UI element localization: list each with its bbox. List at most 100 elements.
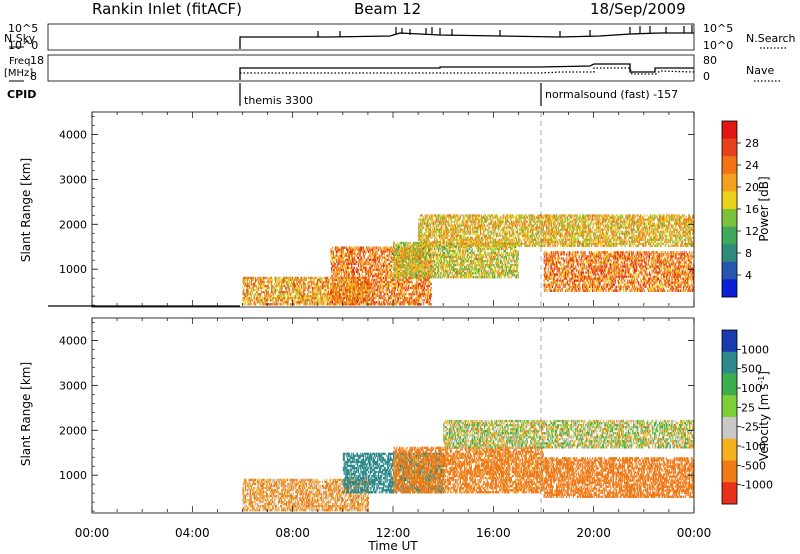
power-cell: [477, 264, 478, 266]
power-cell: [411, 260, 412, 262]
power-cell: [262, 287, 263, 289]
power-cell: [414, 260, 415, 262]
power-cell: [328, 287, 329, 289]
power-cell: [441, 260, 442, 262]
power-cell: [337, 275, 338, 277]
power-cell: [447, 248, 448, 250]
power-cell: [396, 244, 397, 246]
power-cell: [415, 264, 416, 266]
power-cell: [458, 256, 459, 258]
power-cell: [462, 276, 463, 278]
power-cell: [335, 275, 336, 277]
power-cell: [396, 285, 397, 287]
power-cell: [393, 246, 394, 248]
power-cell: [262, 297, 263, 299]
power-cell: [414, 293, 415, 295]
station-title: Rankin Inlet (fitACF): [92, 0, 242, 18]
power-cell: [374, 269, 375, 271]
power-cell: [370, 259, 371, 261]
power-cell: [371, 289, 372, 291]
power-cell: [271, 277, 272, 279]
power-cell: [479, 270, 480, 272]
power-cell: [268, 295, 269, 297]
power-cell: [346, 287, 347, 289]
power-cell: [432, 254, 433, 256]
power-cell: [375, 293, 376, 295]
power-cell: [396, 272, 397, 274]
power-cell: [419, 260, 420, 262]
power-cell: [426, 276, 427, 278]
power-cell: [354, 249, 355, 251]
power-cell: [438, 268, 439, 270]
power-cell: [382, 289, 383, 291]
power-cell: [384, 269, 385, 271]
power-cell: [354, 257, 355, 259]
power-cell: [439, 246, 440, 248]
power-cell: [429, 256, 430, 258]
power-cell: [416, 297, 417, 299]
power-cell: [353, 279, 354, 281]
power-cell: [360, 287, 361, 289]
power-cell: [320, 285, 321, 287]
power-cell: [379, 261, 380, 263]
power-cell: [354, 273, 355, 275]
power-cell: [347, 285, 348, 287]
power-cell: [337, 297, 338, 299]
power-cell: [426, 291, 427, 293]
power-cell: [267, 299, 268, 301]
power-cell: [485, 266, 486, 268]
power-cell: [445, 272, 446, 274]
power-cell: [384, 253, 385, 255]
power-cell: [384, 301, 385, 303]
power-cell: [254, 299, 255, 301]
power-cell: [383, 263, 384, 265]
power-cell: [411, 297, 412, 299]
power-cell: [457, 268, 458, 270]
power-cell: [264, 291, 265, 293]
power-cell: [273, 293, 274, 295]
power-cell: [398, 287, 399, 289]
power-cell: [428, 299, 429, 301]
power-cell: [396, 260, 397, 262]
freq-tick-top: 18: [30, 54, 44, 67]
power-cell: [407, 248, 408, 250]
power-cell: [287, 293, 288, 295]
power-cell: [417, 293, 418, 295]
power-cell: [416, 246, 417, 248]
power-cell: [304, 293, 305, 295]
power-cell: [245, 301, 246, 303]
power-cell: [251, 287, 252, 289]
power-cell: [394, 242, 395, 244]
power-cell: [416, 289, 417, 291]
power-cell: [452, 258, 453, 260]
power-cell: [451, 276, 452, 278]
power-cell: [360, 289, 361, 291]
power-cell: [294, 283, 295, 285]
power-cell: [324, 277, 325, 279]
power-cell: [363, 265, 364, 267]
power-cell: [427, 295, 428, 297]
power-cell: [396, 262, 397, 264]
power-cell: [498, 270, 499, 272]
power-cell: [479, 274, 480, 276]
nsky-panel-frame: [48, 24, 694, 50]
power-cell: [340, 279, 341, 281]
power-cell: [406, 289, 407, 291]
power-cell: [489, 252, 490, 254]
power-cell: [434, 248, 435, 250]
power-cell: [258, 287, 259, 289]
power-cell: [351, 247, 352, 249]
power-cell: [331, 279, 332, 281]
power-cell: [340, 297, 341, 299]
power-cell: [498, 276, 499, 278]
power-cell: [398, 266, 399, 268]
power-cell: [400, 250, 401, 252]
power-cell: [272, 281, 273, 283]
power-cell: [457, 258, 458, 260]
power-cell: [412, 295, 413, 297]
power-cell: [375, 297, 376, 299]
power-cell: [301, 283, 302, 285]
power-cell: [386, 269, 387, 271]
power-cell: [467, 264, 468, 266]
power-cell: [371, 281, 372, 283]
